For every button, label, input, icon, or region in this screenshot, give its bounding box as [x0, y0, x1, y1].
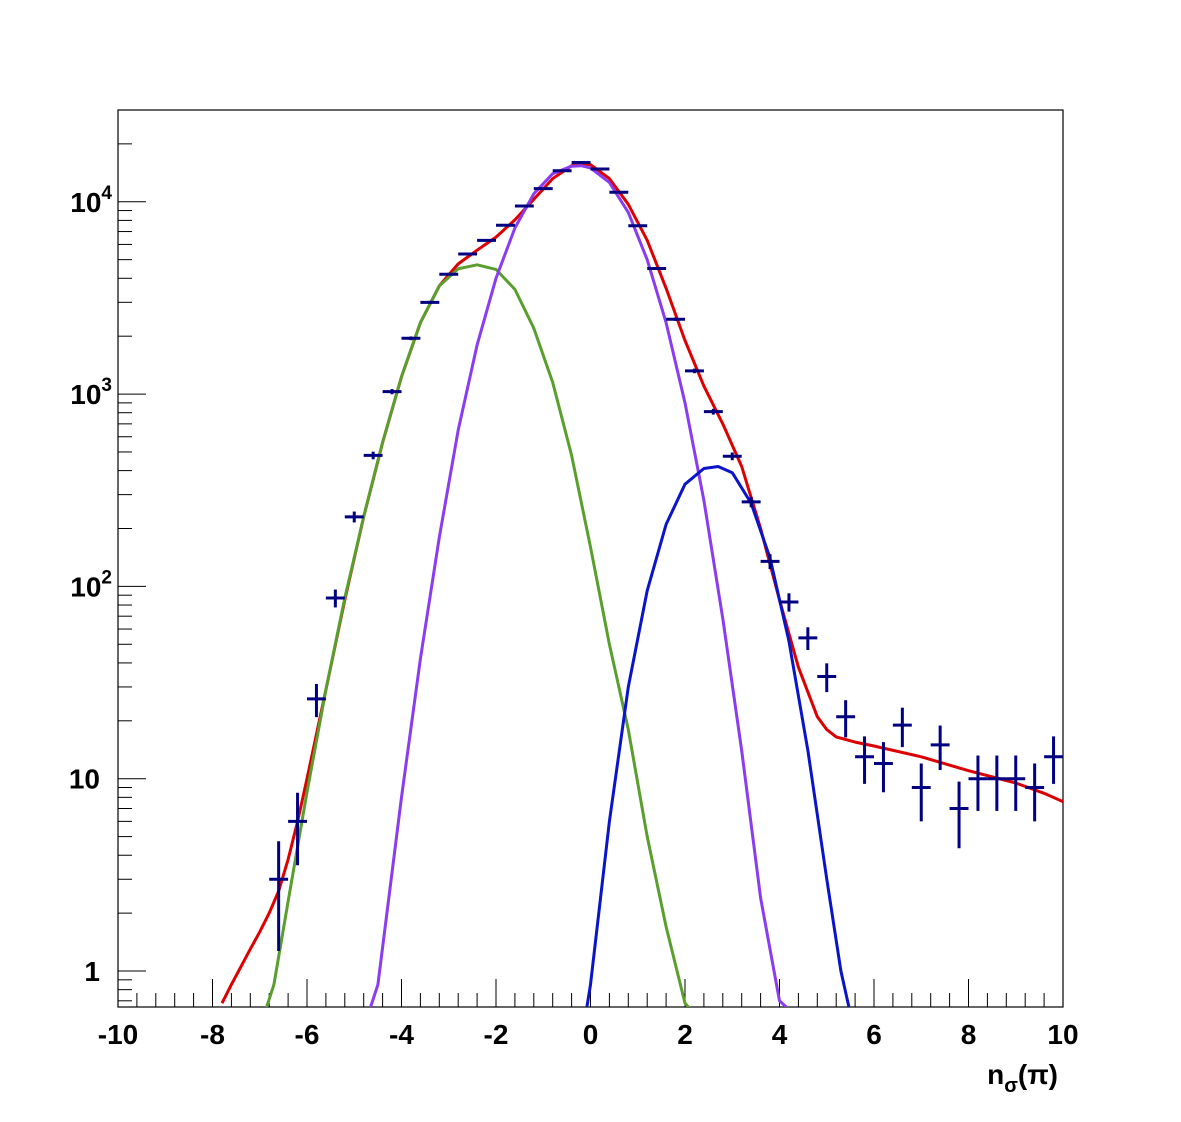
- x-tick-label: -8: [200, 1019, 225, 1050]
- data-point: [514, 204, 534, 208]
- data-point: [855, 736, 874, 784]
- y-tick-label-exponent: 2: [101, 567, 112, 588]
- fit-curve-3: [369, 164, 789, 1007]
- y-tick-label-exponent: 4: [101, 183, 112, 204]
- data-point: [968, 755, 988, 811]
- fit-curve-2: [265, 263, 691, 1007]
- data-point: [401, 336, 421, 341]
- x-axis-title-paren: (π): [1018, 1059, 1058, 1090]
- data-point: [722, 452, 742, 461]
- y-minor-ticks: [118, 109, 132, 1002]
- data-point: [1006, 755, 1026, 811]
- data-point: [930, 725, 950, 770]
- plot-frame: [117, 109, 1064, 1008]
- data-point: [477, 238, 496, 242]
- fit-curve-4: [585, 465, 851, 1007]
- x-tick-label: 0: [583, 1019, 599, 1050]
- data-point: [590, 167, 610, 171]
- data-point: [798, 627, 818, 650]
- data-point: [760, 554, 780, 570]
- data-point: [666, 317, 685, 321]
- fit-curves: [220, 162, 1063, 1007]
- data-point: [420, 300, 440, 304]
- y-tick-label-base: 10: [70, 571, 101, 602]
- y-tick-label: 104: [70, 183, 112, 218]
- y-tick-label: 102: [70, 567, 112, 602]
- data-point: [949, 781, 969, 849]
- data-point: [1044, 736, 1063, 784]
- x-axis-title-sub: σ: [1004, 1075, 1018, 1097]
- data-point: [496, 223, 515, 227]
- x-tick-label: 4: [772, 1019, 788, 1050]
- x-tick-label: 2: [677, 1019, 693, 1050]
- data-point: [685, 368, 704, 374]
- x-tick-label: -10: [98, 1019, 138, 1050]
- data-point: [911, 763, 931, 822]
- data-point: [325, 589, 345, 608]
- data-point: [363, 451, 383, 460]
- data-point: [817, 663, 837, 693]
- y-tick-label-base: 1: [84, 956, 100, 987]
- x-tick-label: -2: [484, 1019, 509, 1050]
- y-tick-label: 103: [70, 375, 112, 410]
- data-point: [779, 593, 799, 612]
- data-point: [344, 511, 364, 523]
- x-axis-title-main: n: [987, 1059, 1004, 1090]
- y-tick-label: 1: [84, 956, 100, 987]
- data-point: [628, 224, 648, 228]
- y-tick-label-base: 10: [69, 764, 100, 795]
- x-tick-label: -4: [389, 1019, 414, 1050]
- data-point: [609, 190, 629, 194]
- data-point: [269, 841, 289, 952]
- y-tick-label-base: 10: [70, 379, 101, 410]
- data-point: [892, 707, 912, 748]
- data-point: [552, 169, 572, 173]
- x-tick-label: 8: [961, 1019, 977, 1050]
- data-point: [741, 496, 761, 508]
- data-point: [874, 742, 893, 793]
- data-point: [647, 266, 667, 270]
- data-points: [269, 161, 1063, 952]
- data-point: [571, 161, 591, 165]
- x-tick-label: 6: [866, 1019, 882, 1050]
- x-tick-label: 10: [1047, 1019, 1078, 1050]
- data-point: [382, 389, 402, 395]
- data-point: [439, 272, 459, 276]
- data-point: [703, 408, 723, 415]
- data-point: [987, 755, 1007, 811]
- data-point: [836, 700, 856, 738]
- data-point: [307, 683, 326, 718]
- data-point: [1025, 763, 1045, 822]
- y-tick-label-base: 10: [70, 187, 101, 218]
- y-tick-label-exponent: 3: [101, 375, 112, 396]
- data-point: [288, 792, 307, 866]
- data-point: [458, 252, 478, 256]
- x-tick-labels: -10 -8 -6 -4 -2 0 2 4 6 8 10: [98, 1019, 1079, 1050]
- y-tick-label: 10: [69, 764, 100, 795]
- data-point: [533, 187, 553, 191]
- y-major-ticks: [118, 201, 146, 972]
- x-tick-label: -6: [295, 1019, 320, 1050]
- x-axis-title: nσ(π): [987, 1059, 1058, 1097]
